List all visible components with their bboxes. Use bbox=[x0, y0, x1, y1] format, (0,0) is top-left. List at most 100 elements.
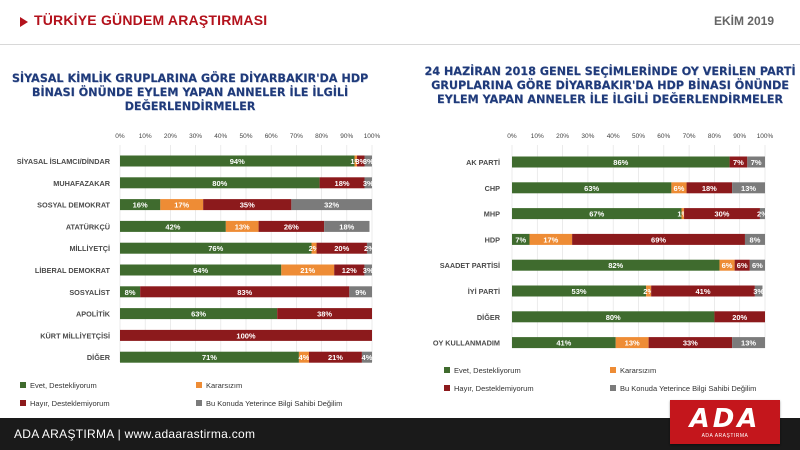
bar-segment bbox=[120, 242, 312, 254]
legend-label: Bu Konuda Yeterince Bilgi Sahibi Değilim bbox=[620, 384, 756, 393]
bar-segment bbox=[572, 233, 745, 245]
legend-swatch bbox=[610, 367, 616, 373]
data-label: 3% bbox=[363, 266, 374, 275]
x-tick-label: 30% bbox=[189, 133, 202, 140]
bar-segment bbox=[319, 177, 365, 189]
data-label: 1% bbox=[677, 210, 688, 219]
legend-swatch bbox=[444, 367, 450, 373]
bar-segment bbox=[749, 259, 765, 271]
bar-segment bbox=[512, 182, 672, 194]
bar-segment bbox=[309, 351, 362, 363]
data-label: 76% bbox=[208, 244, 223, 253]
bar-segment bbox=[277, 308, 372, 320]
bar-segment bbox=[364, 155, 372, 167]
bar-segment bbox=[120, 199, 161, 211]
data-label: 3% bbox=[363, 179, 374, 188]
category-label: SİYASAL İSLAMCI/DİNDAR bbox=[17, 157, 111, 166]
bar-segment bbox=[357, 155, 365, 167]
category-label: MİLLİYETÇİ bbox=[69, 244, 110, 253]
data-label: 94% bbox=[230, 157, 245, 166]
data-label: 8% bbox=[125, 288, 136, 297]
legend-swatch bbox=[196, 400, 202, 406]
data-label: 13% bbox=[741, 339, 756, 348]
x-tick-label: 20% bbox=[164, 133, 177, 140]
data-label: 4% bbox=[362, 353, 373, 362]
bar-segment bbox=[729, 156, 748, 168]
bar-segment bbox=[160, 199, 204, 211]
data-label: 1% bbox=[350, 157, 361, 166]
bar-segment bbox=[744, 233, 765, 245]
report-date: EKİM 2019 bbox=[713, 14, 774, 28]
x-tick-label: 100% bbox=[364, 133, 381, 140]
category-label: CHP bbox=[485, 184, 501, 193]
category-label: APOLİTİK bbox=[76, 310, 111, 319]
category-label: OY KULLANMADIM bbox=[433, 339, 500, 348]
bar-segment bbox=[334, 264, 365, 276]
data-label: 41% bbox=[556, 339, 571, 348]
bar-segment bbox=[354, 155, 358, 167]
category-label: SAADET PARTİSİ bbox=[440, 261, 500, 270]
category-label: KÜRT MİLLİYETÇİSİ bbox=[40, 331, 110, 340]
data-label: 41% bbox=[696, 287, 711, 296]
data-label: 18% bbox=[339, 222, 354, 231]
x-tick-label: 70% bbox=[683, 133, 696, 140]
x-tick-label: 60% bbox=[265, 133, 278, 140]
data-label: 6% bbox=[752, 261, 763, 270]
x-tick-label: 10% bbox=[531, 133, 544, 140]
data-label: 2% bbox=[757, 210, 768, 219]
data-label: 3% bbox=[363, 157, 374, 166]
bar-segment bbox=[140, 286, 350, 298]
bar-segment bbox=[364, 264, 372, 276]
bar-segment bbox=[512, 259, 720, 271]
data-label: 12% bbox=[342, 266, 357, 275]
bar-segment bbox=[120, 286, 141, 298]
bar-segment bbox=[316, 242, 367, 254]
bar-segment bbox=[732, 182, 765, 194]
bar-segment bbox=[281, 264, 335, 276]
bar-segment bbox=[120, 155, 355, 167]
bar-segment bbox=[120, 308, 278, 320]
bar-segment bbox=[203, 199, 292, 211]
data-label: 17% bbox=[543, 235, 558, 244]
x-tick-label: 50% bbox=[239, 133, 252, 140]
bar-segment bbox=[734, 259, 750, 271]
data-label: 35% bbox=[240, 201, 255, 210]
data-label: 80% bbox=[212, 179, 227, 188]
data-label: 38% bbox=[317, 310, 332, 319]
x-tick-label: 0% bbox=[507, 133, 517, 140]
category-label: DİĞER bbox=[87, 353, 111, 362]
x-tick-label: 90% bbox=[340, 133, 353, 140]
data-label: 2% bbox=[309, 244, 320, 253]
header-divider bbox=[0, 44, 800, 45]
bar-segment bbox=[646, 285, 652, 297]
data-label: 3% bbox=[753, 287, 764, 296]
data-label: 2% bbox=[643, 287, 654, 296]
ada-logo: ADA ADA ARAŞTIRMA bbox=[670, 400, 780, 444]
x-tick-label: 50% bbox=[632, 133, 645, 140]
bar-segment bbox=[512, 208, 682, 220]
bar-segment bbox=[349, 286, 372, 298]
data-label: 18% bbox=[335, 179, 350, 188]
bar-segment bbox=[529, 233, 573, 245]
data-label: 32% bbox=[324, 201, 339, 210]
bar-segment bbox=[747, 156, 765, 168]
data-label: 7% bbox=[751, 158, 762, 167]
legend-label: Kararsızım bbox=[206, 381, 242, 390]
bar-segment bbox=[512, 337, 616, 349]
bar-segment bbox=[759, 208, 765, 220]
page-footer: ADA ARAŞTIRMA | www.adaarastirma.com bbox=[0, 418, 800, 450]
x-tick-label: 0% bbox=[115, 133, 125, 140]
bar-segment bbox=[754, 285, 763, 297]
left-chart-title: SİYASAL KİMLİK GRUPLARINA GÖRE DİYARBAKI… bbox=[11, 72, 369, 113]
left-stacked-bar-chart: 0% 10% 20% 30% 40% 50% 60% 70% 80% 90% 100% SİYASAL… bbox=[17, 133, 381, 408]
x-tick-label: 80% bbox=[708, 133, 721, 140]
x-tick-label: 40% bbox=[607, 133, 620, 140]
data-label: 71% bbox=[202, 353, 217, 362]
bar-segment bbox=[120, 220, 226, 232]
bar-segment bbox=[512, 285, 647, 297]
right-chart-title: 24 HAZİRAN 2018 GENEL SEÇİMLERİNDE OY VE… bbox=[424, 65, 796, 106]
data-label: 13% bbox=[625, 339, 640, 348]
data-label: 69% bbox=[651, 235, 666, 244]
data-label: 64% bbox=[193, 266, 208, 275]
data-label: 4% bbox=[299, 353, 310, 362]
